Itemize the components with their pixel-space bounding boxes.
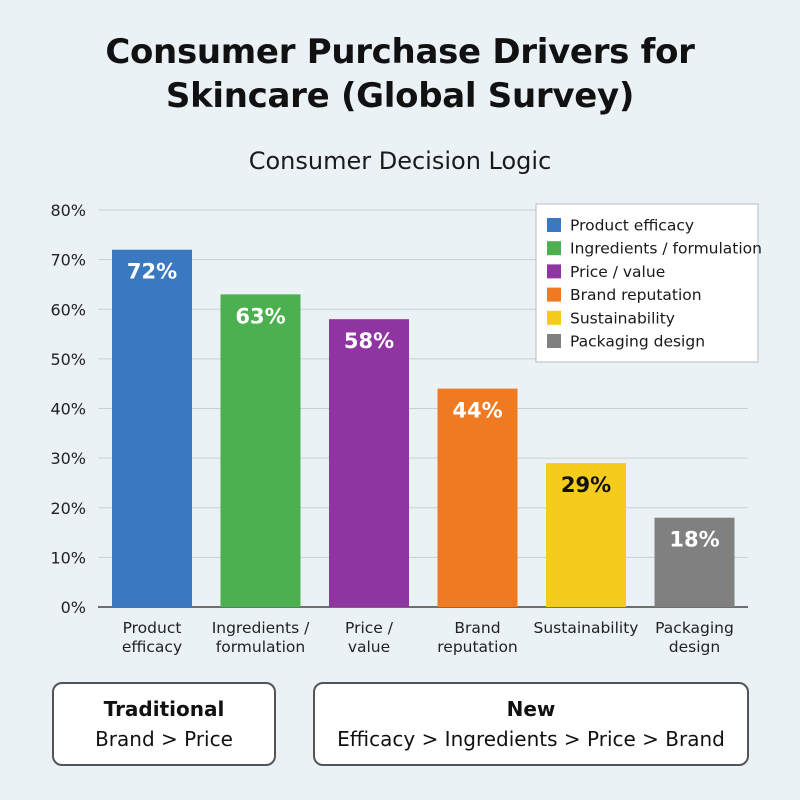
legend-swatch [547,287,561,302]
legend-swatch [547,218,561,232]
x-tick-label: Sustainability [534,619,639,637]
legend-box [535,203,759,363]
traditional-logic-card: Traditional Brand > Price [52,682,276,766]
legend-label: Brand reputation [570,286,702,304]
y-tick-label: 60% [50,300,86,319]
bar [654,517,735,607]
x-tick-label: Ingredients / formulation [212,619,310,656]
legend-label: Sustainability [570,309,675,327]
new-heading: New [506,697,556,721]
legend-label: Packaging design [570,333,705,351]
y-tick-label: 30% [50,449,86,468]
new-text: Efficacy > Ingredients > Price > Brand [337,727,725,751]
bar-value-label: 72% [127,260,177,284]
chart-title: Consumer Purchase Drivers for Skincare (… [105,32,695,116]
y-tick-label: 10% [50,548,86,567]
bar-chart: 0% 10% 20% 30% 40% 50% 60% 70% 80% 72% Product effi… [50,201,762,656]
new-logic-card: New Efficacy > Ingredients > Price > Bra… [313,682,749,766]
bar [546,463,626,607]
bar-value-label: 44% [452,399,502,423]
bar-value-label: 58% [344,329,394,353]
bar [329,319,409,607]
bar-value-label: 29% [561,473,611,497]
y-tick-label: 20% [50,499,86,518]
x-tick-label: Price / value [345,619,394,656]
y-tick-label: 0% [61,598,86,617]
x-tick-label: Product efficacy [122,619,182,656]
y-tick-label: 80% [50,201,86,220]
bar [220,294,301,607]
legend-label: Ingredients / formulation [570,240,762,258]
chart-subtitle: Consumer Decision Logic [248,147,552,175]
y-tick-label: 40% [50,400,86,419]
x-tick-label: Brand reputation [437,619,518,656]
legend-label: Price / value [570,263,665,281]
bar [112,249,192,607]
traditional-text: Brand > Price [95,727,233,751]
bar [437,388,518,607]
legend-swatch [547,310,561,325]
traditional-heading: Traditional [103,697,225,721]
x-tick-label: Packaging design [655,619,734,656]
bar-value-label: 63% [235,304,285,328]
bar-value-label: 18% [669,528,719,552]
legend-swatch [547,241,561,256]
legend-swatch [547,334,561,348]
legend-label: Product efficacy [570,217,694,235]
legend-swatch [547,264,561,279]
y-tick-label: 50% [50,350,86,369]
y-tick-label: 70% [50,251,86,270]
